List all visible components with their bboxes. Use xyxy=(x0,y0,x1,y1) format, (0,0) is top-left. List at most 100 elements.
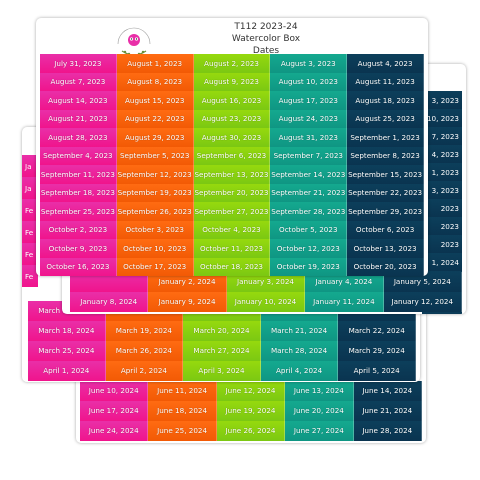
date-sticker: January 10, 2024 xyxy=(226,292,306,312)
date-sticker: August 30, 2023 xyxy=(193,128,271,147)
date-sticker: September 29, 2023 xyxy=(347,202,424,221)
sheet-code: T112 2023-24 xyxy=(234,22,298,32)
date-sticker: August 4, 2023 xyxy=(347,54,424,73)
date-sticker: August 17, 2023 xyxy=(270,91,348,110)
date-sticker: June 13, 2024 xyxy=(285,381,354,401)
date-sticker: July 31, 2023 xyxy=(40,54,117,73)
date-sticker: January 11, 2024 xyxy=(305,292,384,312)
date-sticker: October 17, 2023 xyxy=(116,257,194,276)
january-grid: January 2, 2024 January 3, 2024 January 4,… xyxy=(70,272,462,312)
date-sticker: September 25, 2023 xyxy=(40,202,117,221)
date-sticker: January 4, 2024 xyxy=(305,272,384,292)
date-sticker: June 14, 2024 xyxy=(353,381,422,401)
date-sticker: August 31, 2023 xyxy=(270,128,348,147)
edge-date-sticker: 1, 2023 xyxy=(422,163,462,181)
date-sticker: October 3, 2023 xyxy=(116,220,194,239)
date-sticker: June 26, 2024 xyxy=(216,421,286,441)
date-sticker: October 16, 2023 xyxy=(40,257,117,276)
date-sticker: January 12, 2024 xyxy=(383,292,462,312)
sheet-header: T112 2023-24 Watercolor Box Dates xyxy=(36,18,428,68)
date-sticker: June 20, 2024 xyxy=(285,401,354,421)
date-sticker: September 20, 2023 xyxy=(193,183,271,202)
date-sticker: August 22, 2023 xyxy=(116,109,194,128)
date-sticker: March 20, 2024 xyxy=(183,321,261,341)
left-edge-stickers: Ja Ja Fe Fe Fe Fe xyxy=(22,155,38,287)
date-sticker: January 2, 2024 xyxy=(148,272,227,292)
date-sticker: August 21, 2023 xyxy=(40,109,117,128)
date-sticker: April 4, 2024 xyxy=(260,361,339,381)
date-sticker: August 10, 2023 xyxy=(270,72,348,91)
date-sticker: August 8, 2023 xyxy=(116,72,194,91)
edge-date-sticker: Ja xyxy=(22,155,38,177)
date-sticker: September 22, 2023 xyxy=(347,183,424,202)
date-sticker: October 6, 2023 xyxy=(347,220,424,239)
date-sticker: October 5, 2023 xyxy=(270,220,348,239)
date-sticker: August 2, 2023 xyxy=(193,54,271,73)
date-sticker: October 12, 2023 xyxy=(270,239,348,258)
date-sticker: August 7, 2023 xyxy=(40,72,117,91)
date-sticker: September 11, 2023 xyxy=(40,165,117,184)
date-sticker: August 25, 2023 xyxy=(347,109,424,128)
date-sticker: September 8, 2023 xyxy=(347,146,424,165)
date-sticker: September 21, 2023 xyxy=(270,183,348,202)
date-sticker: September 1, 2023 xyxy=(347,128,424,147)
date-sticker: March 18, 2024 xyxy=(28,321,106,341)
sheet-name: Watercolor Box xyxy=(231,34,301,44)
date-sticker: April 1, 2024 xyxy=(28,361,106,381)
date-sticker: June 21, 2024 xyxy=(353,401,422,421)
front-date-grid: July 31, 2023 August 1, 2023 August 2, 202… xyxy=(40,54,424,276)
date-sticker: August 1, 2023 xyxy=(116,54,194,73)
date-sticker xyxy=(70,272,149,292)
date-sticker: March 21, 2024 xyxy=(260,321,339,341)
date-sticker: March 26, 2024 xyxy=(105,341,184,361)
edge-date-sticker: 4, 2023 xyxy=(422,145,462,163)
date-sticker: June 25, 2024 xyxy=(148,421,217,441)
edge-date-sticker: Fe xyxy=(22,243,38,265)
date-sticker: August 15, 2023 xyxy=(116,91,194,110)
edge-date-sticker: 2023 xyxy=(422,199,462,217)
edge-date-sticker: Fe xyxy=(22,265,38,287)
date-sticker: April 5, 2024 xyxy=(338,361,416,381)
edge-date-sticker: 10, 2023 xyxy=(422,109,462,127)
date-sticker: August 23, 2023 xyxy=(193,109,271,128)
date-sticker: October 4, 2023 xyxy=(193,220,271,239)
date-sticker: June 12, 2024 xyxy=(216,381,286,401)
date-sticker: September 13, 2023 xyxy=(193,165,271,184)
date-sticker: October 19, 2023 xyxy=(270,257,348,276)
date-sticker: September 14, 2023 xyxy=(270,165,348,184)
date-sticker: April 3, 2024 xyxy=(183,361,261,381)
date-sticker: October 18, 2023 xyxy=(193,257,271,276)
date-sticker: August 29, 2023 xyxy=(116,128,194,147)
date-sticker: August 14, 2023 xyxy=(40,91,117,110)
edge-date-sticker: 3, 2023 xyxy=(422,91,462,109)
date-sticker: October 20, 2023 xyxy=(347,257,424,276)
date-sticker: September 28, 2023 xyxy=(270,202,348,221)
date-sticker: October 13, 2023 xyxy=(347,239,424,258)
date-sticker: September 5, 2023 xyxy=(116,146,194,165)
edge-date-sticker: 2023 xyxy=(422,217,462,235)
date-sticker: June 28, 2024 xyxy=(353,421,422,441)
date-sticker: August 9, 2023 xyxy=(193,72,271,91)
date-sticker: March 22, 2024 xyxy=(338,321,416,341)
owl-logo-icon xyxy=(117,27,151,56)
date-sticker: August 28, 2023 xyxy=(40,128,117,147)
edge-date-sticker: Ja xyxy=(22,177,38,199)
date-sticker: September 26, 2023 xyxy=(116,202,194,221)
date-sticker: January 9, 2024 xyxy=(148,292,227,312)
date-sticker: September 15, 2023 xyxy=(347,165,424,184)
date-sticker: June 11, 2024 xyxy=(148,381,217,401)
date-sticker: August 11, 2023 xyxy=(347,72,424,91)
edge-date-sticker: 7, 2023 xyxy=(422,127,462,145)
june-grid: June 10, 2024 June 11, 2024 June 12, 2024 J… xyxy=(80,381,422,441)
date-sticker: June 18, 2024 xyxy=(148,401,217,421)
edge-date-sticker: 2023 xyxy=(422,235,462,253)
date-sticker: September 18, 2023 xyxy=(40,183,117,202)
date-sticker: March 29, 2024 xyxy=(338,341,416,361)
date-sticker: October 9, 2023 xyxy=(40,239,117,258)
date-sticker: August 3, 2023 xyxy=(270,54,348,73)
date-sticker: March 25, 2024 xyxy=(28,341,106,361)
date-sticker: September 12, 2023 xyxy=(116,165,194,184)
date-sticker: March 27, 2024 xyxy=(183,341,261,361)
date-sticker: June 27, 2024 xyxy=(285,421,354,441)
edge-date-sticker: 1, 2024 xyxy=(422,253,462,271)
